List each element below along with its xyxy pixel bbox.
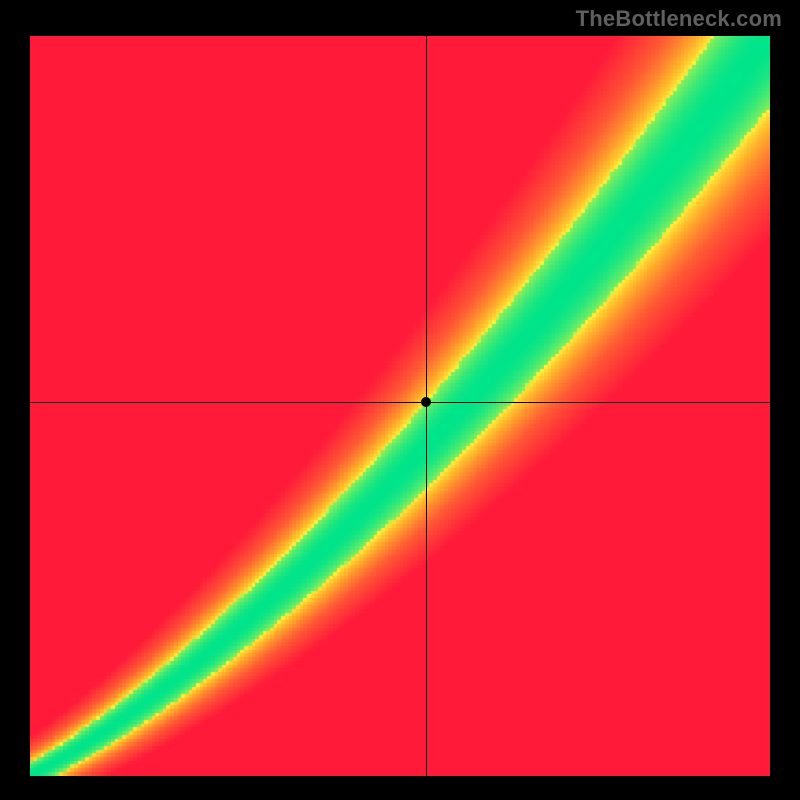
selection-marker[interactable]	[421, 397, 431, 407]
heatmap-canvas	[30, 36, 770, 776]
heatmap-plot	[30, 36, 770, 776]
watermark-text: TheBottleneck.com	[576, 6, 782, 32]
crosshair-horizontal	[30, 402, 770, 403]
